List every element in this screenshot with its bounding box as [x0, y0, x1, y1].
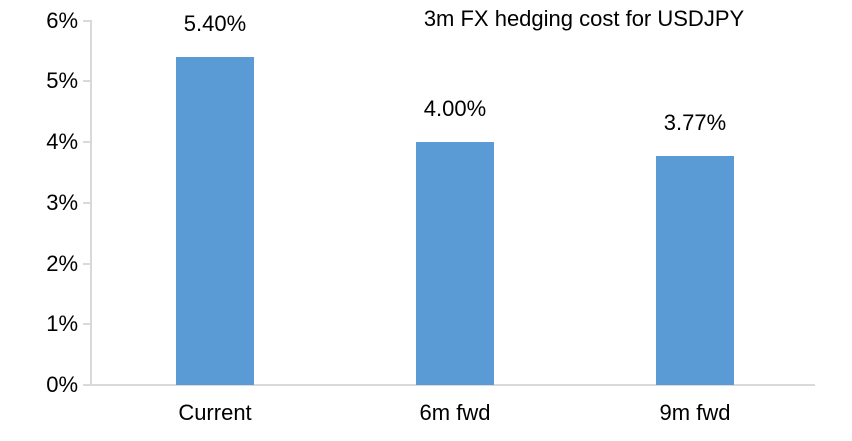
bar-value-label: 4.00%	[423, 96, 487, 121]
y-axis-tick-mark	[83, 323, 91, 326]
y-axis-tick-label: 4%	[46, 129, 78, 154]
x-axis-line	[90, 384, 815, 386]
bar-value-label: 3.77%	[663, 109, 727, 135]
y-axis-tick-mark	[83, 80, 91, 83]
y-axis-line	[90, 20, 92, 385]
y-axis-tick-mark	[83, 141, 91, 143]
y-axis-tick-label: 1%	[46, 311, 78, 337]
x-axis-category-label: 6m fwd	[419, 400, 491, 425]
y-axis-tick-label: 5%	[46, 68, 78, 94]
y-axis-tick-label: 2%	[46, 250, 78, 276]
bar-9m-fwd	[656, 155, 734, 385]
bar-6m-fwd	[416, 142, 494, 385]
y-axis-tick-mark	[83, 201, 91, 204]
x-axis-category-label: Current	[178, 400, 252, 425]
y-axis-tick-mark	[83, 262, 91, 265]
y-axis-tick-mark	[83, 19, 91, 22]
y-axis-tick-label: 6%	[46, 7, 78, 33]
bar-current	[176, 56, 254, 385]
bar-value-label: 5.40%	[183, 10, 247, 36]
chart-title: 3m FX hedging cost for USDJPY	[423, 6, 745, 31]
x-axis-category-label: 9m fwd	[659, 400, 731, 425]
y-axis-tick-label: 3%	[46, 189, 78, 215]
y-axis-tick-label: 0%	[46, 372, 78, 397]
y-axis-tick-mark	[83, 384, 91, 386]
